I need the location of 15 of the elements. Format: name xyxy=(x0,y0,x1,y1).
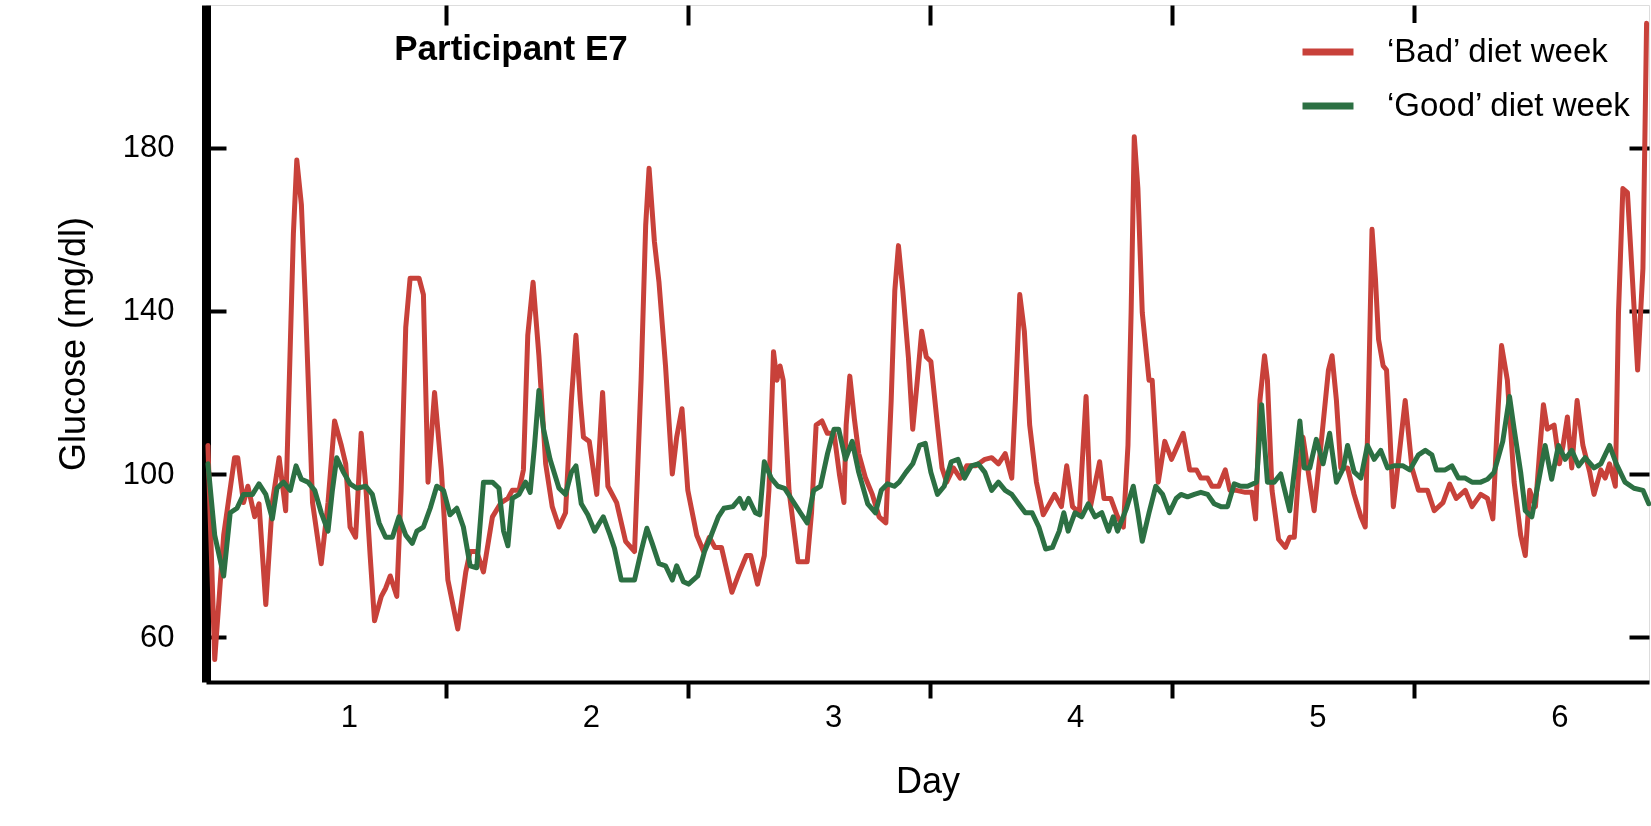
y-axis-title: Glucose (mg/dl) xyxy=(51,216,93,472)
y-tick-label: 60 xyxy=(140,618,175,654)
x-tick-label: 5 xyxy=(1309,698,1327,734)
x-tick-label: 6 xyxy=(1551,698,1569,734)
x-axis-title: Day xyxy=(895,759,961,801)
y-tick-label: 100 xyxy=(122,455,175,491)
x-tick-label: 3 xyxy=(824,698,843,734)
y-tick-label: 140 xyxy=(122,292,175,328)
text: Participant E7 xyxy=(394,28,628,67)
legend-label: ‘Bad’ diet week xyxy=(1387,32,1609,69)
y-tick-label: 180 xyxy=(122,129,175,165)
x-tick-label: 2 xyxy=(582,698,601,734)
legend-label: ‘Good’ diet week xyxy=(1387,86,1631,123)
x-tick-label: 4 xyxy=(1067,698,1085,734)
x-tick-label: 1 xyxy=(340,698,358,734)
